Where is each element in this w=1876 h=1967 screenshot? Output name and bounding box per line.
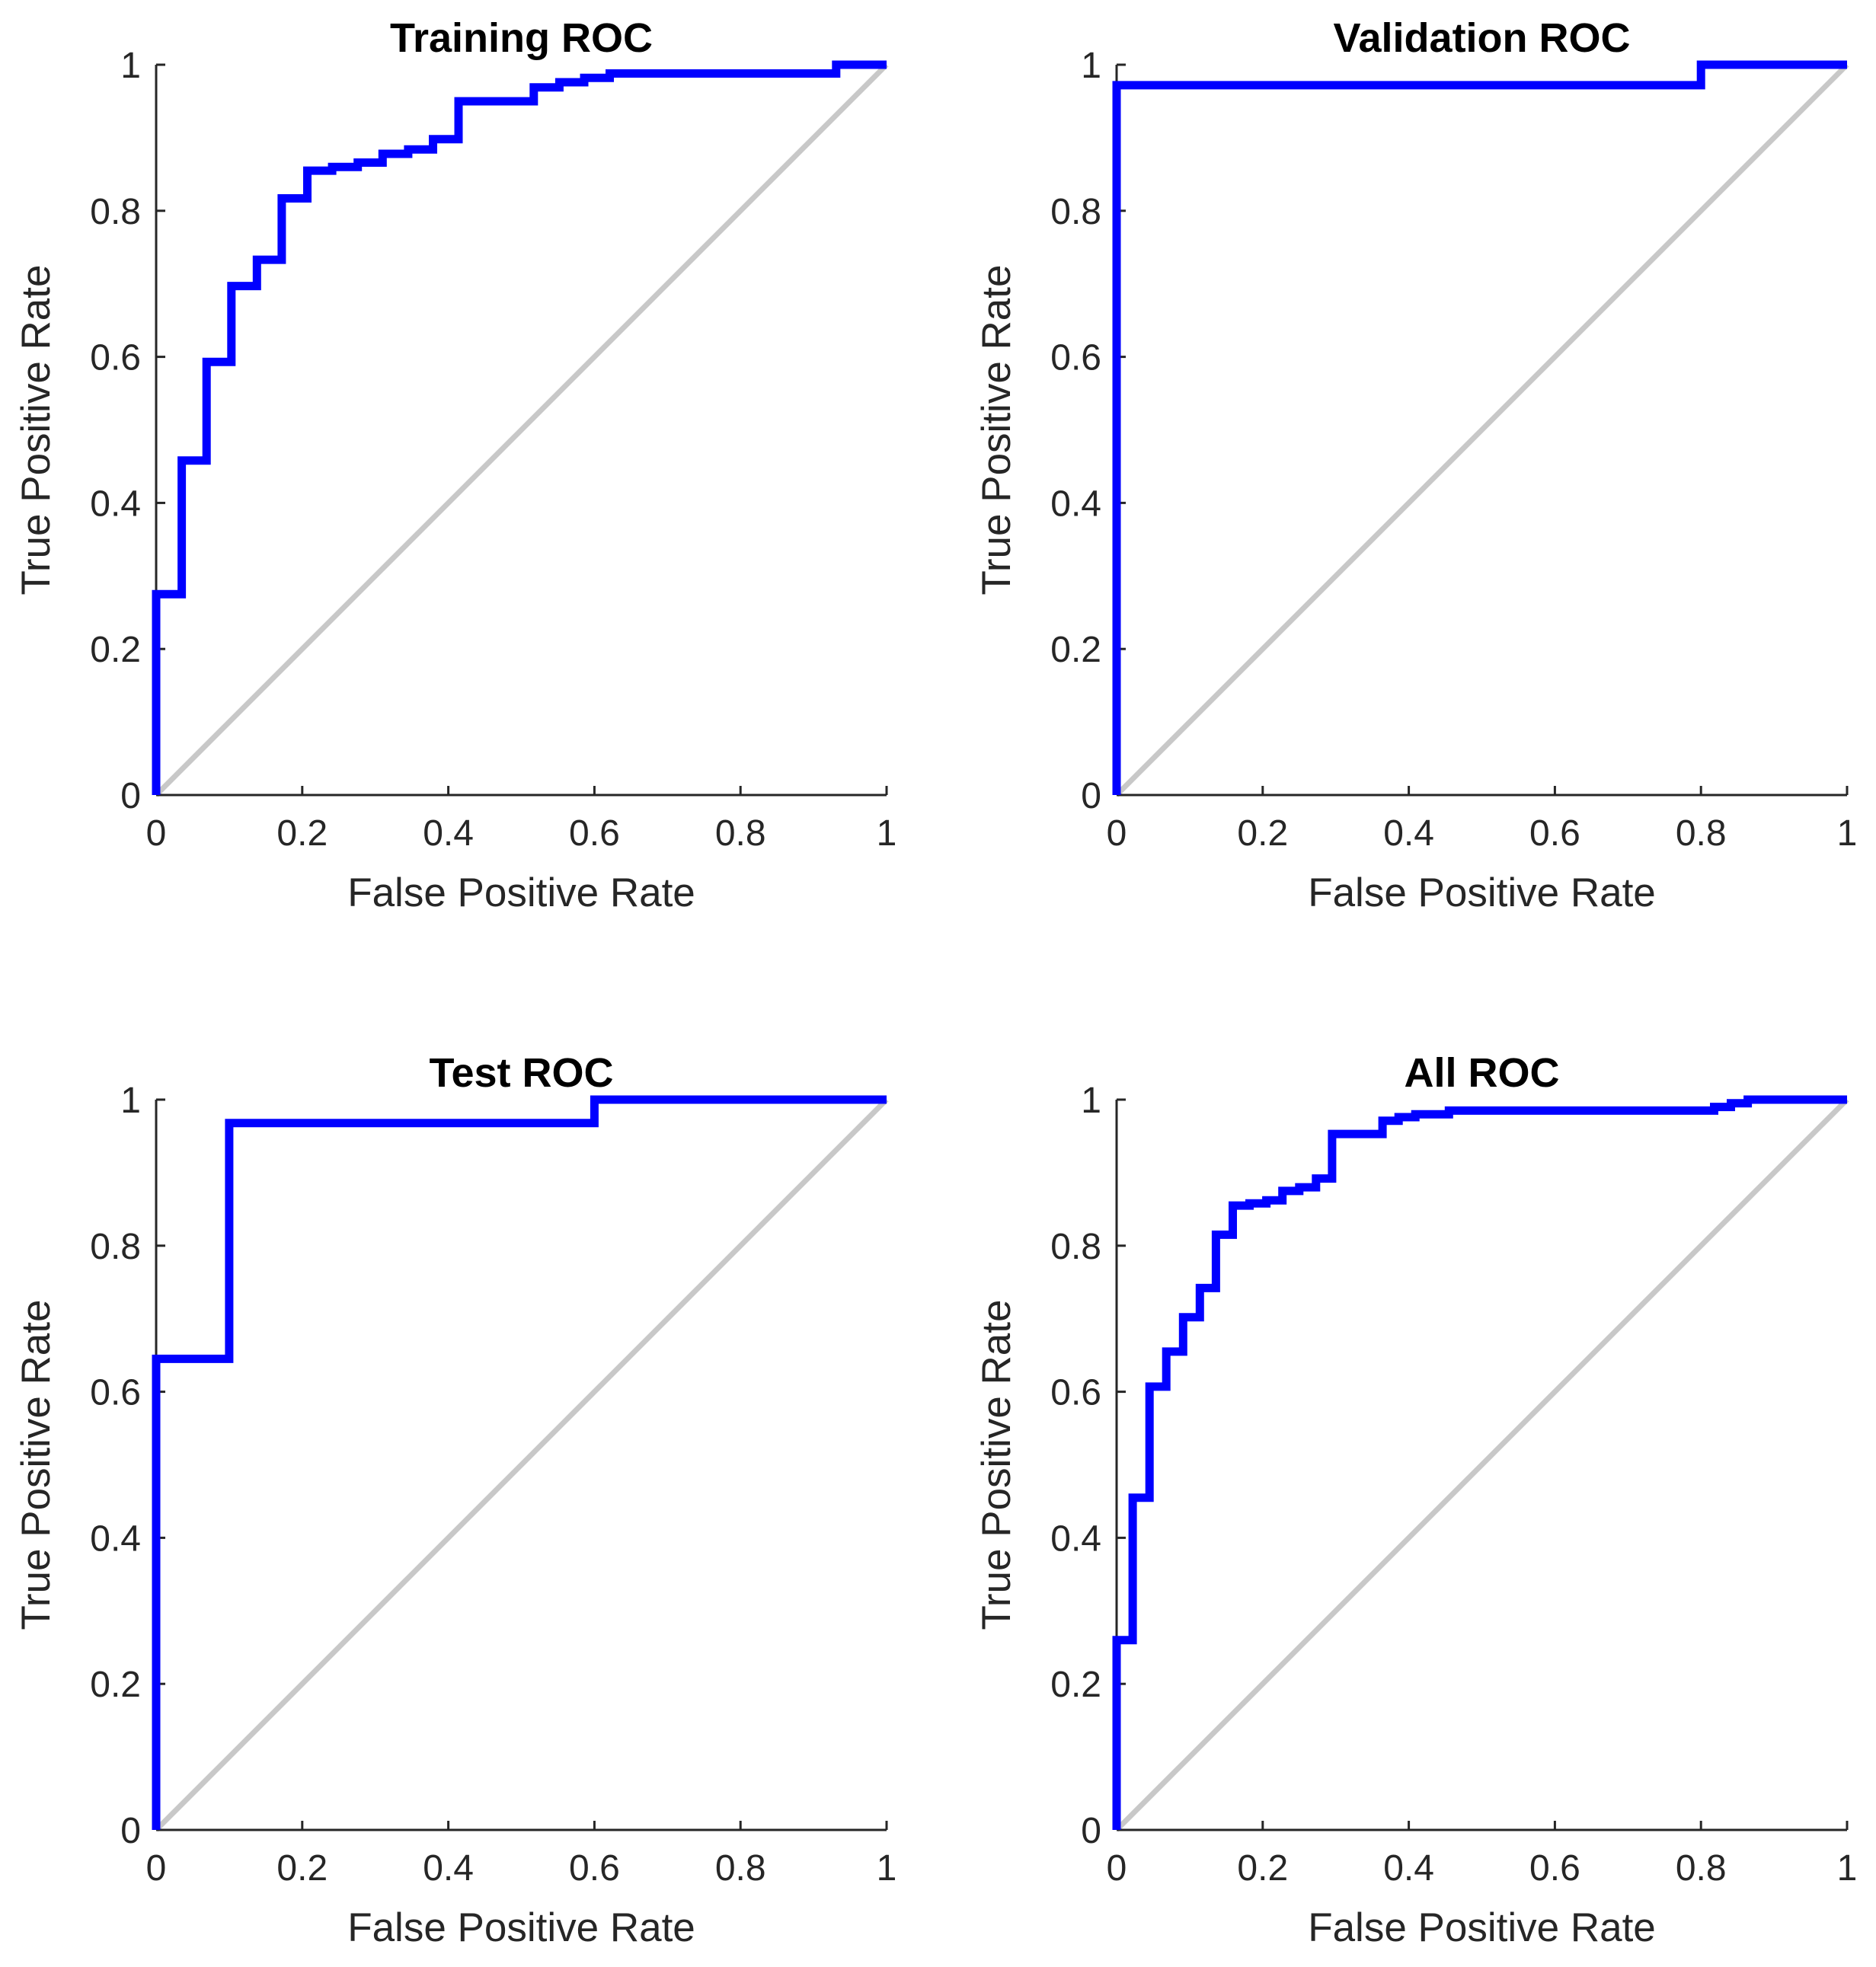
chart-title: Test ROC <box>429 1050 613 1096</box>
roc-curve-line <box>1112 60 1847 795</box>
x-tick-label: 0.4 <box>423 813 474 854</box>
y-axis-label: True Positive Rate <box>14 265 59 596</box>
y-tick-label: 0.6 <box>1050 1373 1101 1413</box>
x-tick-label: 0.8 <box>715 813 766 854</box>
x-tick-label: 0 <box>146 813 167 854</box>
x-tick-label: 0.8 <box>1676 813 1727 854</box>
chart-title: Training ROC <box>390 15 653 61</box>
x-tick-label: 0.6 <box>1529 813 1580 854</box>
y-tick-label: 0.4 <box>1050 484 1101 524</box>
y-tick-label: 0.4 <box>90 1518 141 1559</box>
x-tick-label: 0 <box>1107 1848 1127 1889</box>
y-tick-label: 0 <box>120 1811 141 1851</box>
y-tick-label: 0.2 <box>1050 630 1101 670</box>
roc-panel-2: 0 0.2 0.4 0.6 0.8 1 0 0.2 0.4 0.6 0.8 1 Validation R… <box>974 15 1857 915</box>
y-tick-label: 0.6 <box>1050 338 1101 378</box>
diagonal-reference-line <box>1114 1097 1849 1832</box>
x-tick-label: 0.2 <box>276 813 328 854</box>
y-tick-label: 0.8 <box>90 1227 141 1267</box>
roc-curve-line <box>152 1095 887 1830</box>
diagonal-reference-line <box>154 1097 889 1832</box>
y-tick-label: 0 <box>1081 776 1101 816</box>
x-tick-label: 0.4 <box>1383 1848 1434 1889</box>
x-tick-label: 1 <box>877 1848 897 1889</box>
y-tick-label: 1 <box>1081 46 1101 86</box>
roc-panel-3: 0 0.2 0.4 0.6 0.8 1 0 0.2 0.4 0.6 0.8 1 Test ROC Fals… <box>14 1050 896 1950</box>
y-tick-label: 0.4 <box>90 484 141 524</box>
y-tick-label: 0.6 <box>90 1373 141 1413</box>
y-tick-label: 0.8 <box>90 192 141 232</box>
x-axis-label: False Positive Rate <box>1308 1905 1656 1950</box>
y-tick-label: 0 <box>120 776 141 816</box>
diagonal-reference-line <box>154 62 889 797</box>
x-axis-label: False Positive Rate <box>1308 870 1656 915</box>
diagonal-reference-line <box>1114 62 1849 797</box>
x-tick-label: 0 <box>146 1848 167 1889</box>
y-tick-label: 0.2 <box>90 630 141 670</box>
y-tick-label: 0.6 <box>90 338 141 378</box>
roc-panel-1: 0 0.2 0.4 0.6 0.8 1 0 0.2 0.4 0.6 0.8 1 Training ROC… <box>14 15 896 915</box>
x-tick-label: 0.8 <box>715 1848 766 1889</box>
x-tick-label: 0.2 <box>1237 1848 1288 1889</box>
y-tick-label: 0 <box>1081 1811 1101 1851</box>
y-tick-label: 0.2 <box>1050 1665 1101 1705</box>
x-tick-label: 0.2 <box>276 1848 328 1889</box>
x-tick-label: 0.6 <box>569 1848 620 1889</box>
x-tick-label: 0.4 <box>1383 813 1434 854</box>
chart-title: Validation ROC <box>1333 15 1630 61</box>
x-tick-label: 0 <box>1107 813 1127 854</box>
y-axis-label: True Positive Rate <box>974 265 1019 596</box>
x-axis-label: False Positive Rate <box>347 1905 695 1950</box>
y-tick-label: 0.8 <box>1050 1227 1101 1267</box>
x-tick-label: 0.2 <box>1237 813 1288 854</box>
roc-panel-4: 0 0.2 0.4 0.6 0.8 1 0 0.2 0.4 0.6 0.8 1 All ROC False… <box>974 1050 1857 1950</box>
x-tick-label: 0.6 <box>569 813 620 854</box>
y-axis-label: True Positive Rate <box>14 1300 59 1630</box>
roc-curve-line <box>152 60 887 795</box>
x-tick-label: 0.4 <box>423 1848 474 1889</box>
roc-curve-line <box>1112 1095 1847 1830</box>
y-tick-label: 0.8 <box>1050 192 1101 232</box>
x-tick-label: 0.6 <box>1529 1848 1580 1889</box>
x-tick-label: 1 <box>1837 1848 1858 1889</box>
y-axis-label: True Positive Rate <box>974 1300 1019 1630</box>
y-tick-label: 0.4 <box>1050 1518 1101 1559</box>
x-tick-label: 1 <box>877 813 897 854</box>
x-axis-label: False Positive Rate <box>347 870 695 915</box>
y-tick-label: 0.2 <box>90 1665 141 1705</box>
y-tick-label: 1 <box>120 46 141 86</box>
chart-title: All ROC <box>1404 1050 1559 1096</box>
y-tick-label: 1 <box>1081 1081 1101 1121</box>
x-tick-label: 1 <box>1837 813 1858 854</box>
x-tick-label: 0.8 <box>1676 1848 1727 1889</box>
y-tick-label: 1 <box>120 1081 141 1121</box>
